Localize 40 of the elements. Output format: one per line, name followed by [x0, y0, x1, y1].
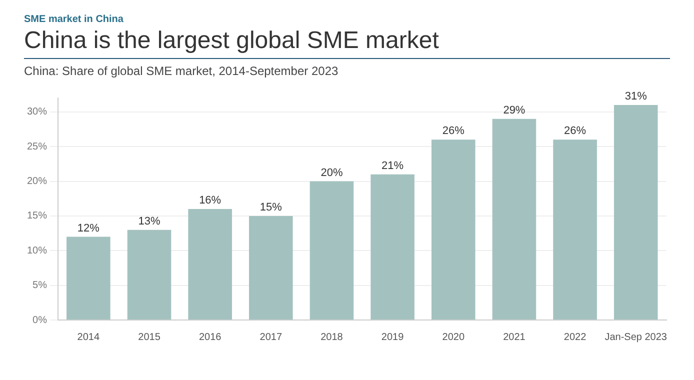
bar: [310, 181, 354, 320]
x-tick-label: 2020: [442, 332, 465, 343]
x-tick-label: 2015: [138, 332, 161, 343]
x-tick-label: 2017: [260, 332, 282, 343]
bar: [188, 209, 232, 320]
data-label: 31%: [624, 90, 648, 102]
data-label: 12%: [77, 222, 100, 234]
data-label: 26%: [564, 125, 586, 138]
y-tick-label: 20%: [27, 176, 48, 187]
bar: [492, 118, 536, 320]
data-label: 13%: [138, 215, 160, 228]
data-label: 29%: [503, 104, 526, 116]
text: SME market in China: [24, 14, 124, 25]
x-tick-label: 2022: [564, 332, 587, 343]
y-tick-label: 10%: [27, 245, 48, 256]
y-tick-label: 25%: [27, 141, 48, 152]
data-label: 26%: [442, 125, 465, 138]
data-label: 21%: [382, 160, 404, 172]
data-label: 20%: [320, 166, 343, 179]
x-tick-label: 2018: [320, 332, 344, 343]
y-tick-label: 5%: [32, 280, 48, 292]
x-tick-label: 2016: [198, 332, 222, 343]
y-tick-label: 15%: [27, 210, 48, 222]
bar: [249, 216, 293, 320]
bar: [370, 174, 414, 320]
bar: [127, 230, 172, 320]
x-tick-label: 2019: [381, 332, 404, 343]
chart-subtitle: China: Share of global SME market, 2014-September 2023: [24, 64, 340, 78]
data-label: 16%: [199, 194, 222, 207]
x-tick-label: Jan-Sep 2023: [604, 332, 668, 343]
x-tick-label: 2014: [77, 332, 100, 343]
x-tick-label: 2021: [503, 332, 526, 343]
bar: [66, 236, 110, 320]
chart-title: China is the largest global SME market: [24, 27, 670, 59]
bar: [431, 140, 476, 320]
bar: [614, 104, 658, 320]
y-tick-label: 0%: [32, 314, 48, 326]
y-tick-label: 30%: [27, 106, 48, 118]
bar: [553, 140, 597, 320]
data-label: 15%: [260, 201, 282, 214]
